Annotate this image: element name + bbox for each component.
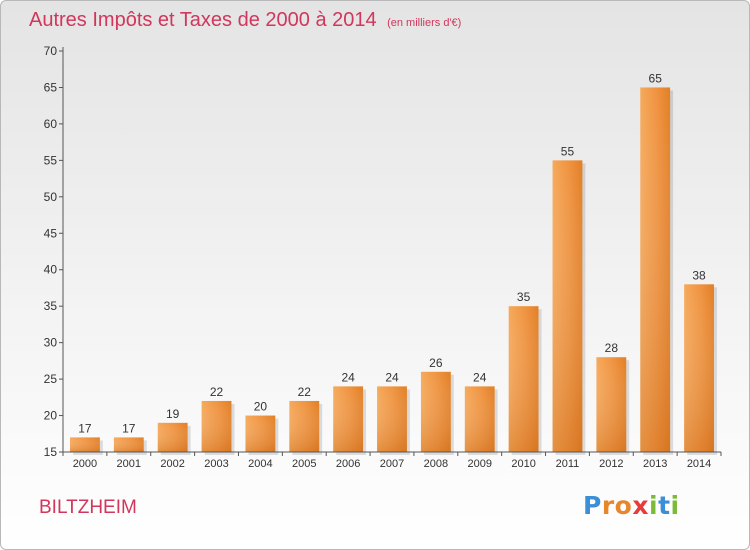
- commune-name: BILTZHEIM: [39, 497, 137, 518]
- value-label: 26: [429, 356, 443, 370]
- value-label: 22: [298, 385, 312, 399]
- logo-letter: i: [670, 491, 680, 520]
- bar-shade: [552, 160, 583, 452]
- value-label: 17: [122, 421, 136, 435]
- x-tick-label: 2006: [336, 458, 360, 470]
- y-tick-label: 25: [44, 372, 58, 386]
- x-tick-label: 2013: [643, 458, 667, 470]
- proxiti-logo[interactable]: Proxiti: [583, 491, 680, 520]
- logo-letter: i: [649, 491, 659, 520]
- value-label: 24: [341, 370, 355, 384]
- x-tick-label: 2001: [117, 458, 141, 470]
- y-tick-label: 70: [44, 44, 58, 58]
- x-tick-label: 2014: [687, 458, 711, 470]
- logo-letter: o: [614, 491, 633, 520]
- x-tick-label: 2003: [204, 458, 228, 470]
- logo-letter: P: [583, 491, 602, 520]
- x-tick-label: 2008: [424, 458, 448, 470]
- x-tick-label: 2010: [511, 458, 535, 470]
- y-tick-label: 40: [44, 263, 58, 277]
- x-tick-label: 2007: [380, 458, 404, 470]
- bar-shade: [640, 87, 671, 453]
- bar-shade: [596, 357, 627, 452]
- logo-letter: t: [658, 491, 671, 520]
- bar-shade: [377, 386, 407, 452]
- y-tick-label: 15: [44, 445, 58, 459]
- value-label: 24: [385, 370, 399, 384]
- bar-shade: [289, 400, 320, 452]
- value-label: 38: [692, 268, 706, 282]
- bar-shade: [464, 386, 495, 452]
- y-tick-label: 20: [44, 409, 58, 423]
- bar-shade: [333, 386, 364, 452]
- value-label: 24: [473, 370, 487, 384]
- bar-shade: [245, 415, 276, 452]
- x-tick-label: 2009: [467, 458, 491, 470]
- chart-unit-note: (en milliers d'€): [387, 17, 462, 29]
- y-tick-label: 30: [44, 336, 58, 350]
- value-label: 65: [649, 71, 663, 85]
- y-tick-label: 60: [44, 117, 58, 131]
- value-label: 19: [166, 407, 180, 421]
- x-tick-label: 2002: [160, 458, 184, 470]
- chart-title: Autres Impôts et Taxes de 2000 à 2014: [29, 9, 377, 31]
- x-tick-label: 2012: [599, 458, 623, 470]
- value-label: 20: [254, 400, 268, 414]
- logo-letter: r: [601, 491, 615, 520]
- bar-shade: [70, 437, 100, 452]
- bar-shade: [684, 284, 714, 452]
- bar-shade: [157, 422, 188, 452]
- value-label: 22: [210, 385, 224, 399]
- y-tick-label: 65: [44, 80, 58, 94]
- bar-shade: [508, 306, 539, 452]
- value-label: 55: [561, 144, 575, 158]
- x-tick-label: 2011: [556, 458, 580, 470]
- bar-shade: [113, 437, 144, 452]
- bar-shade: [201, 400, 232, 452]
- title-line: Autres Impôts et Taxes de 2000 à 2014 (e…: [29, 9, 461, 32]
- value-label: 17: [78, 421, 92, 435]
- bar-shade: [420, 371, 451, 452]
- y-tick-label: 45: [44, 226, 58, 240]
- value-label: 28: [605, 341, 619, 355]
- logo-letter: x: [632, 491, 649, 520]
- y-tick-label: 50: [44, 190, 58, 204]
- y-tick-label: 35: [44, 299, 58, 313]
- value-label: 35: [517, 290, 531, 304]
- y-tick-label: 55: [44, 153, 58, 167]
- x-tick-label: 2005: [292, 458, 316, 470]
- x-tick-label: 2000: [73, 458, 97, 470]
- x-tick-label: 2004: [248, 458, 272, 470]
